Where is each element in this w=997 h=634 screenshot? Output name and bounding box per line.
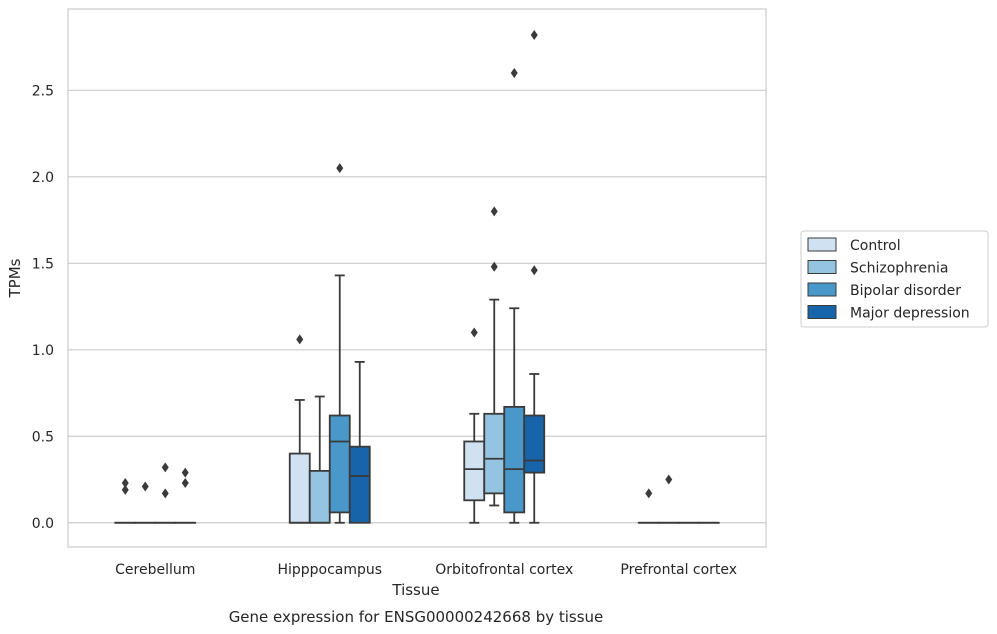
box-schizophrenia: [308, 395, 331, 524]
box-control: [463, 327, 486, 524]
legend-frame: [800, 230, 989, 328]
x-tick-label: Hipppocampus: [277, 562, 382, 578]
box-body: [503, 405, 526, 514]
outlier-point: [161, 462, 169, 473]
legend-swatch: [807, 305, 837, 319]
box-major-depression: [348, 361, 371, 524]
outlier-point: [490, 206, 498, 217]
outlier-point: [530, 265, 538, 276]
box-bipolar-disorder: [154, 462, 177, 524]
chart-caption: Gene expression for ENSG00000242668 by t…: [229, 608, 604, 626]
x-axis-ticks: Cerebellum Hipppocampus Orbitofrontal cort…: [115, 562, 737, 578]
outlier-point: [336, 163, 344, 174]
y-tick-label: 1.5: [32, 256, 54, 272]
box-body: [328, 414, 351, 514]
legend-label: Control: [850, 238, 901, 254]
outlier-point: [121, 477, 129, 488]
box-schizophrenia: [134, 481, 157, 524]
box-schizophrenia: [657, 474, 680, 524]
outlier-point: [181, 467, 189, 478]
outlier-point: [121, 484, 129, 495]
legend: Control Schizophrenia Bipolar disorder Majo…: [800, 230, 989, 328]
outlier-point: [141, 481, 149, 492]
x-axis-label: Tissue: [391, 581, 439, 599]
y-tick-label: 2.0: [32, 170, 54, 186]
box-control: [114, 477, 137, 524]
box-bipolar-disorder: [503, 68, 526, 524]
y-tick-label: 1.0: [32, 343, 54, 359]
box-body: [483, 412, 506, 495]
y-axis-ticks: 0.0 0.5 1.0 1.5 2.0 2.5: [32, 83, 54, 531]
legend-swatch: [807, 260, 837, 274]
outlier-point: [645, 488, 653, 499]
legend-label: Schizophrenia: [850, 261, 948, 277]
y-tick-label: 0.0: [32, 516, 54, 532]
legend-label: Major depression: [850, 306, 970, 322]
outlier-point: [470, 327, 478, 338]
outlier-point: [161, 488, 169, 499]
outlier-point: [296, 334, 304, 345]
outlier-point: [530, 29, 538, 40]
box-body: [463, 440, 486, 502]
outlier-point: [510, 68, 518, 79]
box-body: [308, 469, 331, 524]
legend-swatch: [807, 237, 837, 252]
legend-label: Bipolar disorder: [850, 283, 961, 299]
box-body: [288, 452, 311, 524]
gridlines: [68, 89, 766, 524]
box-schizophrenia: [483, 206, 506, 507]
outlier-point: [665, 474, 673, 485]
box-control: [637, 488, 660, 524]
box-major-depression: [174, 467, 197, 524]
box-bipolar-disorder: [328, 163, 351, 524]
plot-area-frame: [67, 8, 767, 548]
y-tick-label: 2.5: [32, 83, 54, 99]
y-tick-label: 0.5: [32, 429, 54, 445]
box-major-depression: [523, 29, 546, 524]
box-body: [523, 414, 546, 474]
y-axis-label: TPMs: [6, 258, 24, 298]
outlier-point: [181, 477, 189, 488]
x-tick-label: Prefrontal cortex: [620, 562, 737, 578]
box-control: [288, 334, 311, 524]
box-body: [348, 445, 371, 524]
legend-swatch: [807, 282, 837, 297]
boxes: [114, 29, 720, 524]
x-tick-label: Orbitofrontal cortex: [435, 562, 573, 578]
outlier-point: [490, 261, 498, 272]
x-tick-label: Cerebellum: [115, 562, 195, 578]
